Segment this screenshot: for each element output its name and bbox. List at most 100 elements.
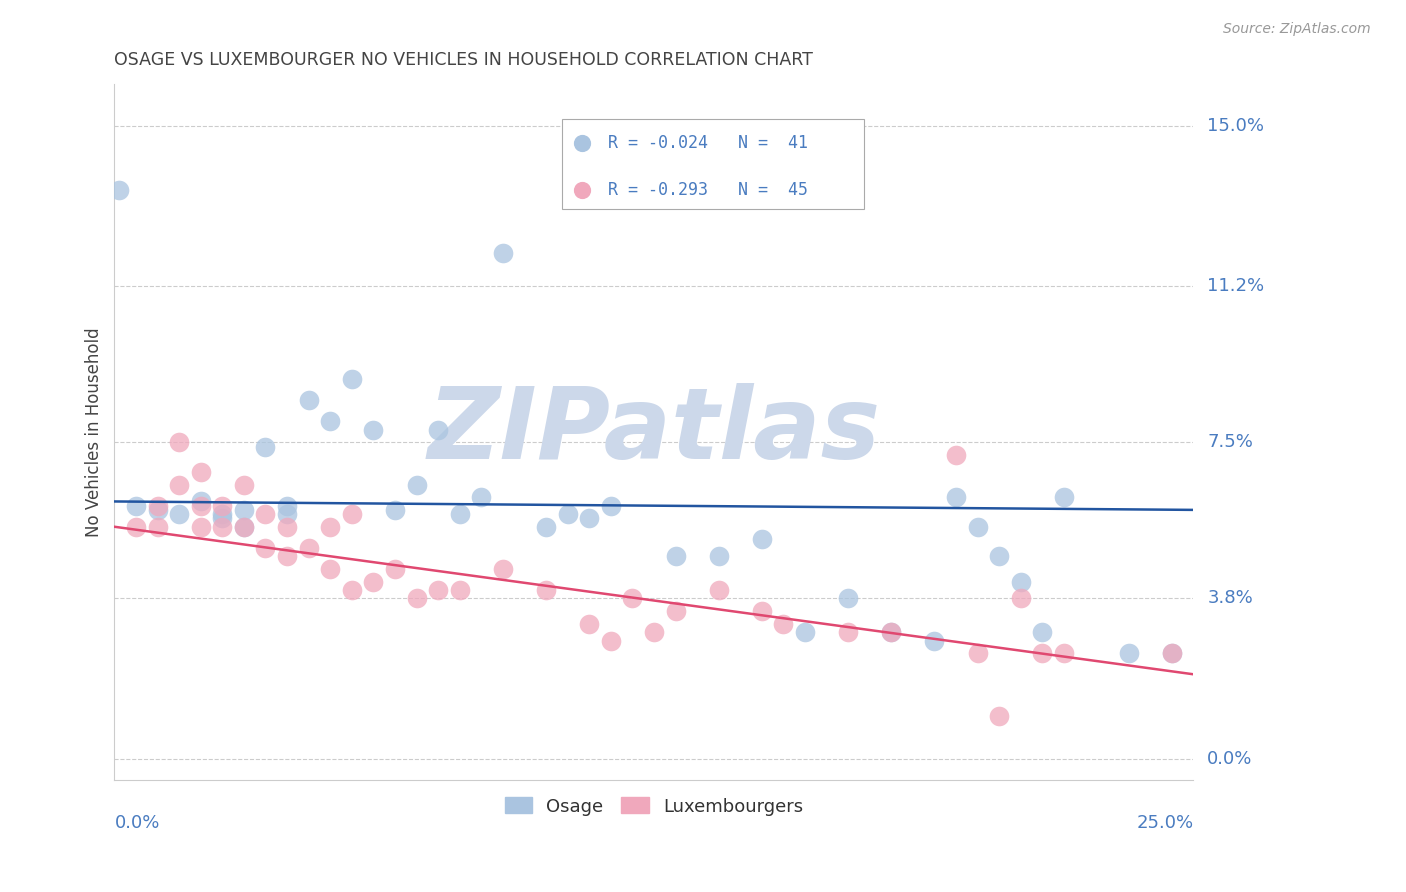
Point bbox=[190, 520, 212, 534]
Text: 0.0%: 0.0% bbox=[1208, 749, 1253, 768]
Point bbox=[232, 520, 254, 534]
Text: 15.0%: 15.0% bbox=[1208, 117, 1264, 136]
Point bbox=[363, 574, 385, 589]
Point bbox=[211, 499, 233, 513]
Point bbox=[125, 520, 148, 534]
Point bbox=[167, 507, 190, 521]
Point bbox=[232, 520, 254, 534]
Point bbox=[319, 414, 342, 428]
Point bbox=[211, 507, 233, 521]
Point bbox=[751, 604, 773, 618]
Legend: Osage, Luxembourgers: Osage, Luxembourgers bbox=[498, 790, 810, 822]
Point bbox=[1160, 646, 1182, 660]
Point bbox=[276, 549, 298, 564]
Point bbox=[232, 477, 254, 491]
Point bbox=[449, 507, 471, 521]
Point bbox=[837, 625, 859, 640]
Point bbox=[492, 562, 515, 576]
Point bbox=[664, 549, 686, 564]
Point bbox=[340, 507, 363, 521]
Point bbox=[1010, 574, 1032, 589]
Text: R = -0.024   N =  41: R = -0.024 N = 41 bbox=[607, 135, 807, 153]
Point bbox=[254, 440, 277, 454]
Point bbox=[1010, 591, 1032, 606]
Point bbox=[621, 591, 644, 606]
Point bbox=[384, 562, 406, 576]
Point bbox=[319, 520, 342, 534]
Point bbox=[276, 507, 298, 521]
Point bbox=[924, 633, 946, 648]
Text: 3.8%: 3.8% bbox=[1208, 590, 1253, 607]
Point bbox=[751, 533, 773, 547]
Y-axis label: No Vehicles in Household: No Vehicles in Household bbox=[86, 327, 103, 537]
Point bbox=[319, 562, 342, 576]
Point bbox=[664, 604, 686, 618]
Point bbox=[1118, 646, 1140, 660]
Point bbox=[707, 582, 730, 597]
Point bbox=[298, 541, 321, 555]
Point bbox=[880, 625, 903, 640]
Point bbox=[599, 633, 621, 648]
Point bbox=[146, 503, 169, 517]
Point bbox=[534, 582, 557, 597]
Point bbox=[707, 549, 730, 564]
Point bbox=[211, 511, 233, 525]
Point bbox=[276, 520, 298, 534]
Point bbox=[966, 520, 988, 534]
Point bbox=[945, 490, 967, 504]
Point bbox=[966, 646, 988, 660]
Point bbox=[837, 591, 859, 606]
Point bbox=[534, 520, 557, 534]
Point bbox=[190, 494, 212, 508]
Point bbox=[167, 477, 190, 491]
Point bbox=[298, 393, 321, 408]
Point bbox=[340, 372, 363, 386]
Text: ZIPatlas: ZIPatlas bbox=[427, 384, 880, 481]
Point bbox=[1160, 646, 1182, 660]
Point bbox=[492, 245, 515, 260]
Text: OSAGE VS LUXEMBOURGER NO VEHICLES IN HOUSEHOLD CORRELATION CHART: OSAGE VS LUXEMBOURGER NO VEHICLES IN HOU… bbox=[114, 51, 813, 69]
Point bbox=[340, 582, 363, 597]
Text: 7.5%: 7.5% bbox=[1208, 434, 1253, 451]
Point bbox=[578, 616, 600, 631]
Point bbox=[232, 503, 254, 517]
FancyBboxPatch shape bbox=[562, 119, 865, 210]
Point bbox=[146, 499, 169, 513]
Point bbox=[363, 423, 385, 437]
Text: 0.0%: 0.0% bbox=[114, 814, 160, 832]
Text: Source: ZipAtlas.com: Source: ZipAtlas.com bbox=[1223, 22, 1371, 37]
Text: R = -0.293   N =  45: R = -0.293 N = 45 bbox=[607, 181, 807, 199]
Point bbox=[794, 625, 817, 640]
Point bbox=[146, 520, 169, 534]
Point bbox=[643, 625, 665, 640]
Point bbox=[557, 507, 579, 521]
Point bbox=[1031, 625, 1053, 640]
Point bbox=[211, 520, 233, 534]
Point bbox=[427, 423, 450, 437]
Point bbox=[190, 465, 212, 479]
Point bbox=[1053, 490, 1076, 504]
Point bbox=[190, 499, 212, 513]
Point bbox=[880, 625, 903, 640]
Point bbox=[599, 499, 621, 513]
Point bbox=[1053, 646, 1076, 660]
Point bbox=[578, 511, 600, 525]
Point bbox=[470, 490, 492, 504]
Point bbox=[427, 582, 450, 597]
Point bbox=[254, 541, 277, 555]
Point bbox=[988, 709, 1011, 723]
Point bbox=[405, 591, 427, 606]
Text: 25.0%: 25.0% bbox=[1136, 814, 1194, 832]
Point bbox=[384, 503, 406, 517]
Text: 11.2%: 11.2% bbox=[1208, 277, 1264, 295]
Point bbox=[1031, 646, 1053, 660]
Point bbox=[254, 507, 277, 521]
Point bbox=[449, 582, 471, 597]
Point bbox=[107, 182, 129, 196]
Point bbox=[772, 616, 794, 631]
Point bbox=[945, 448, 967, 462]
Point bbox=[125, 499, 148, 513]
Point bbox=[988, 549, 1011, 564]
Point bbox=[405, 477, 427, 491]
Point bbox=[276, 499, 298, 513]
